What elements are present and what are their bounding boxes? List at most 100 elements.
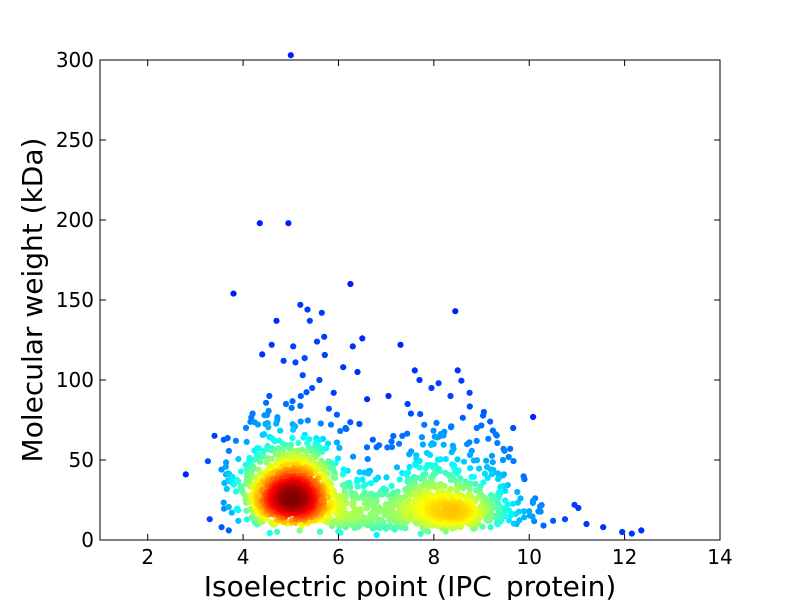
data-point: [407, 410, 414, 417]
data-point: [394, 488, 401, 495]
data-point: [347, 280, 354, 288]
data-point: [289, 434, 296, 442]
data-point: [472, 480, 479, 487]
data-point: [487, 418, 494, 425]
data-point: [466, 451, 474, 458]
y-tick-label: 300: [56, 48, 94, 72]
data-point: [488, 452, 496, 459]
data-point: [257, 469, 264, 477]
data-point: [493, 432, 500, 439]
data-point: [223, 485, 230, 492]
data-point: [396, 476, 403, 483]
data-point: [320, 466, 327, 473]
data-point: [206, 516, 213, 523]
data-point: [472, 487, 479, 494]
data-point: [265, 424, 272, 431]
data-point: [454, 367, 461, 374]
data-point: [535, 508, 542, 515]
data-point: [234, 505, 241, 512]
data-point: [406, 451, 413, 458]
data-point: [426, 451, 434, 458]
data-point: [434, 434, 441, 441]
data-point: [290, 343, 297, 350]
data-point: [297, 402, 304, 409]
data-point: [255, 445, 262, 452]
data-point: [257, 458, 264, 465]
data-point: [333, 439, 340, 446]
data-point: [295, 439, 302, 446]
data-point: [417, 530, 424, 538]
data-point: [351, 508, 358, 515]
data-point: [263, 446, 270, 453]
data-point: [332, 460, 339, 467]
data-point: [628, 530, 635, 537]
data-point: [327, 421, 335, 428]
data-point: [360, 482, 367, 490]
data-point: [468, 473, 475, 480]
data-point: [340, 466, 347, 473]
data-point: [290, 426, 297, 433]
data-point: [488, 471, 496, 478]
data-point: [460, 458, 468, 465]
data-point: [300, 434, 307, 441]
data-point: [459, 414, 466, 421]
data-point: [467, 465, 474, 472]
data-point: [510, 424, 517, 432]
data-point: [268, 455, 275, 462]
data-point: [514, 488, 521, 496]
data-point: [452, 308, 459, 315]
data-point: [396, 440, 403, 447]
data-point: [277, 427, 284, 434]
data-point: [464, 441, 471, 448]
data-point: [397, 341, 404, 348]
data-point: [229, 473, 236, 480]
data-point: [359, 335, 366, 342]
data-point: [273, 317, 280, 324]
data-point: [619, 528, 626, 536]
x-axis-title: Isoelectric point (IPC_protein): [204, 570, 617, 600]
y-tick-label: 200: [56, 208, 94, 232]
data-point: [356, 469, 363, 476]
data-point: [506, 517, 513, 524]
data-point: [297, 418, 304, 425]
data-point: [521, 476, 528, 483]
data-point: [369, 436, 376, 443]
data-point: [448, 449, 455, 456]
data-point: [458, 377, 465, 384]
data-point: [502, 497, 509, 504]
data-point: [354, 483, 361, 490]
data-point: [422, 465, 429, 472]
data-point: [361, 500, 368, 507]
data-point: [335, 528, 342, 535]
y-axis-ticks: 0 50 100 150 200 250 300: [56, 48, 720, 552]
data-point: [494, 439, 501, 447]
data-point: [446, 508, 453, 515]
data-point: [225, 503, 232, 511]
data-point: [434, 456, 442, 463]
data-point: [379, 491, 386, 498]
data-point: [404, 400, 411, 408]
data-point: [421, 421, 428, 428]
data-point: [363, 444, 371, 451]
data-point: [204, 458, 211, 465]
data-point: [350, 453, 357, 460]
data-point: [427, 474, 434, 481]
data-point: [273, 420, 280, 427]
data-point: [369, 508, 376, 515]
data-point: [373, 531, 380, 539]
data-point: [470, 457, 477, 464]
data-point: [364, 456, 371, 463]
data-point: [529, 499, 537, 507]
data-point: [388, 444, 396, 451]
data-point: [466, 403, 473, 410]
data-point: [550, 517, 557, 524]
data-point: [583, 520, 590, 528]
data-point: [363, 505, 370, 512]
data-point: [388, 438, 395, 445]
data-point: [454, 456, 461, 463]
data-point: [285, 220, 292, 227]
data-point: [256, 220, 263, 227]
data-point: [384, 444, 391, 451]
data-point: [428, 384, 435, 392]
